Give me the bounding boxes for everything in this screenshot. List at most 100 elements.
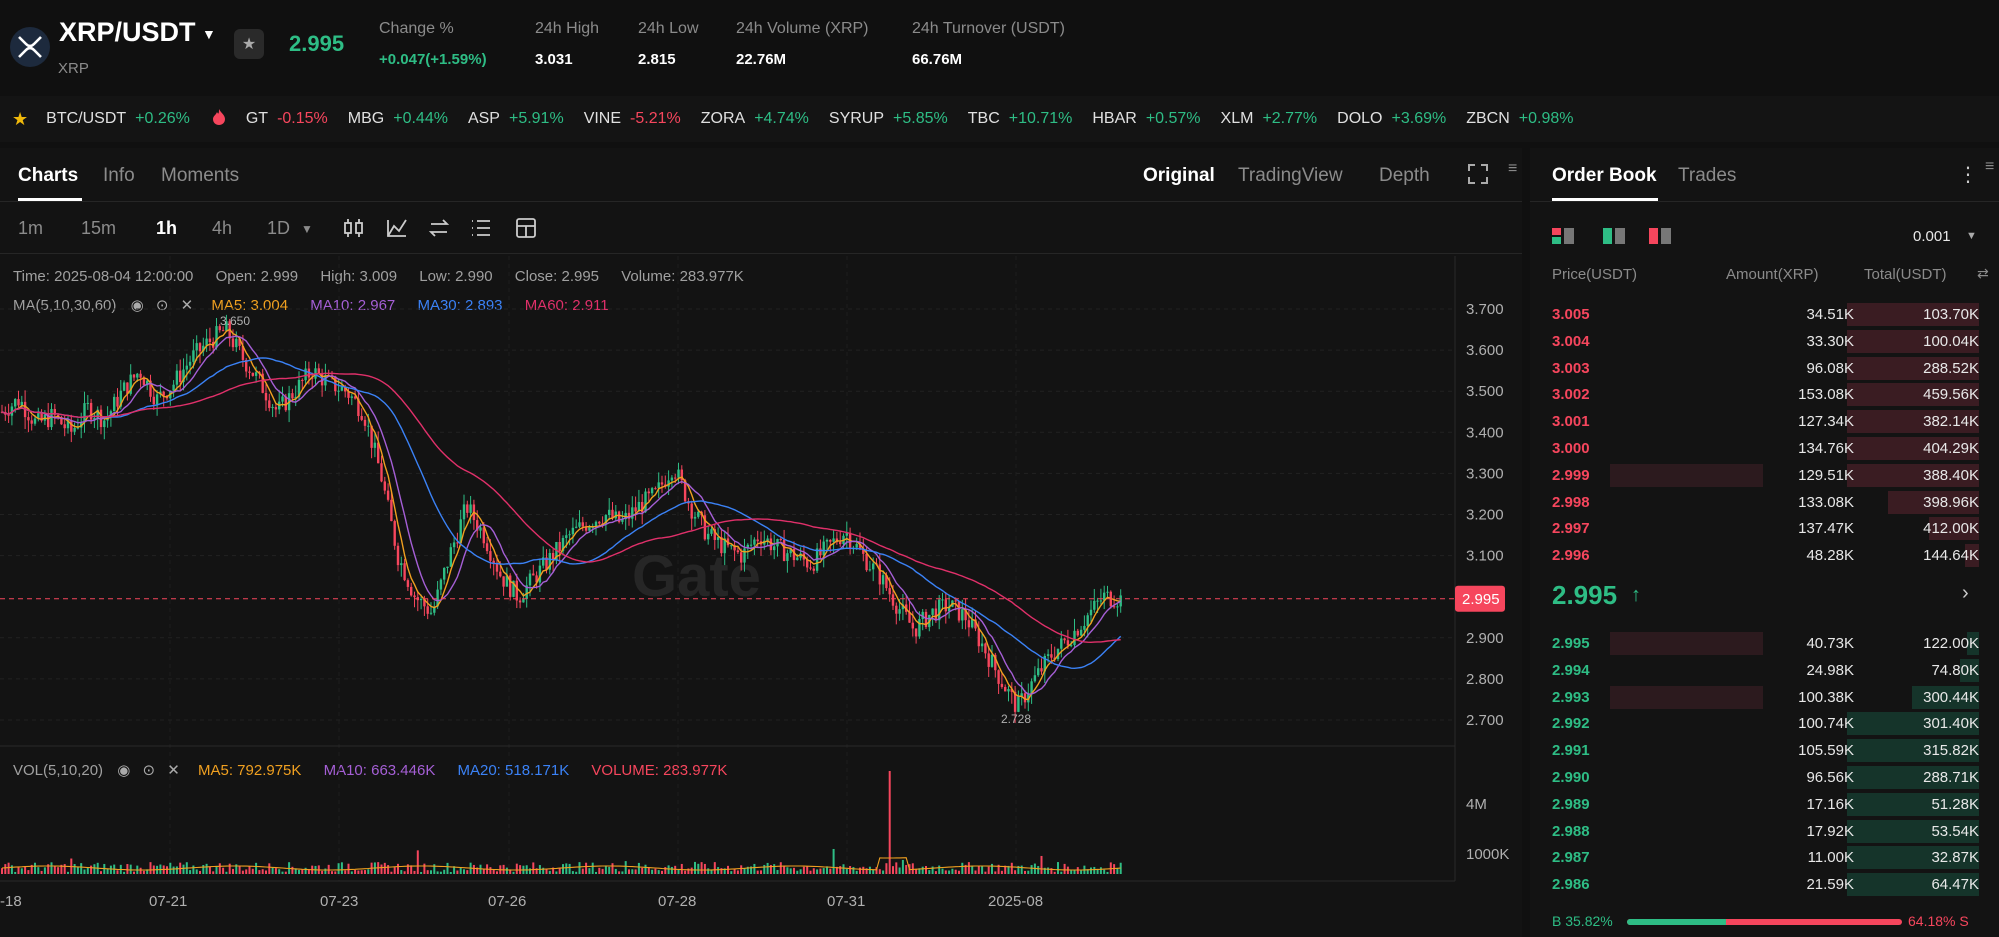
candle-body bbox=[185, 365, 188, 370]
caret-down-icon[interactable]: ▼ bbox=[301, 222, 313, 236]
timeframe-15m[interactable]: 15m bbox=[81, 218, 117, 238]
close-icon[interactable]: ✕ bbox=[167, 762, 180, 779]
volume-bar bbox=[90, 865, 93, 874]
view-tradingview[interactable]: TradingView bbox=[1238, 165, 1343, 186]
volume-bar bbox=[27, 870, 30, 874]
view-original[interactable]: Original bbox=[1143, 165, 1215, 186]
volume-bar bbox=[730, 871, 733, 874]
timeframe-1m[interactable]: 1m bbox=[18, 218, 44, 238]
bid-row[interactable]: 2.987 11.00K 32.87K bbox=[1530, 844, 1999, 870]
candle-style-icon[interactable] bbox=[342, 216, 366, 240]
ticker-item[interactable]: HBAR +0.57% bbox=[1092, 110, 1200, 128]
eye-icon[interactable]: ◉ bbox=[117, 762, 131, 779]
volume-bar bbox=[241, 870, 244, 874]
tab-order-book[interactable]: Order Book bbox=[1552, 165, 1657, 186]
caret-down-icon[interactable]: ▼ bbox=[202, 26, 216, 42]
bid-row[interactable]: 2.992 100.74K 301.40K bbox=[1530, 710, 1999, 736]
chevron-right-icon[interactable]: › bbox=[1962, 582, 1969, 604]
fullscreen-icon[interactable] bbox=[1467, 163, 1489, 190]
vol-ma5-value: MA5: 792.975K bbox=[198, 762, 302, 779]
eye-icon[interactable]: ◉ bbox=[130, 297, 144, 314]
bid-row[interactable]: 2.990 96.56K 288.71K bbox=[1530, 764, 1999, 790]
bid-row[interactable]: 2.993 100.38K 300.44K bbox=[1530, 684, 1999, 710]
timeframe-4h[interactable]: 4h bbox=[212, 218, 233, 238]
row-amount: 96.08K bbox=[1806, 359, 1854, 377]
ticker-item[interactable]: ZBCN +0.98% bbox=[1466, 110, 1573, 128]
bid-row[interactable]: 2.986 21.59K 64.47K bbox=[1530, 871, 1999, 897]
settings-icon[interactable]: ⊙ bbox=[155, 297, 169, 314]
row-amount: 11.00K bbox=[1807, 849, 1854, 867]
volume-bar bbox=[367, 869, 370, 874]
ask-row[interactable]: 3.000 134.76K 404.29K bbox=[1530, 435, 1999, 461]
caret-down-icon[interactable]: ▼ bbox=[1966, 230, 1977, 242]
ask-row[interactable]: 3.004 33.30K 100.04K bbox=[1530, 328, 1999, 354]
template-icon[interactable] bbox=[514, 216, 538, 240]
ask-row[interactable]: 2.997 137.47K 412.00K bbox=[1530, 515, 1999, 541]
price-chart[interactable]: 3.700 3.600 3.500 3.400 3.300 3.200 3.100 2.900… bbox=[0, 256, 1522, 937]
volume-bar bbox=[581, 868, 584, 874]
ticker-item[interactable]: VINE -5.21% bbox=[584, 110, 681, 128]
panel-menu-icon[interactable]: ≡ bbox=[1985, 158, 1995, 175]
ticker-item[interactable]: XLM +2.77% bbox=[1221, 110, 1318, 128]
timeframe-1d[interactable]: 1D bbox=[267, 218, 291, 238]
volume-bar bbox=[251, 868, 254, 874]
compare-icon[interactable] bbox=[427, 216, 451, 240]
volume-bar bbox=[298, 869, 300, 874]
depth-bar bbox=[1847, 356, 1979, 380]
ask-row[interactable]: 3.002 153.08K 459.56K bbox=[1530, 381, 1999, 407]
bid-row[interactable]: 2.989 17.16K 51.28K bbox=[1530, 791, 1999, 817]
view-both-icon[interactable] bbox=[1552, 226, 1576, 251]
ticker-item[interactable]: GT -0.15% bbox=[246, 110, 328, 128]
ask-row[interactable]: 2.999 129.51K 388.40K bbox=[1530, 462, 1999, 488]
candle-body bbox=[205, 338, 208, 346]
volume-bar bbox=[1020, 865, 1023, 874]
ticker-change: +0.57% bbox=[1145, 110, 1201, 127]
ask-row[interactable]: 3.001 127.34K 382.14K bbox=[1530, 408, 1999, 434]
ticker-item[interactable]: ZORA +4.74% bbox=[701, 110, 809, 128]
view-asks-icon[interactable] bbox=[1649, 226, 1673, 251]
candle-body bbox=[845, 532, 848, 536]
ask-row[interactable]: 3.003 96.08K 288.52K bbox=[1530, 355, 1999, 381]
ask-row[interactable]: 2.998 133.08K 398.96K bbox=[1530, 489, 1999, 515]
more-vertical-icon[interactable]: ⋮ bbox=[1958, 164, 1978, 186]
ticker-item[interactable]: SYRUP +5.85% bbox=[829, 110, 948, 128]
ask-row[interactable]: 2.996 48.28K 144.64K bbox=[1530, 542, 1999, 568]
timeframe-1h[interactable]: 1h bbox=[156, 218, 178, 238]
bid-row[interactable]: 2.988 17.92K 53.54K bbox=[1530, 818, 1999, 844]
bid-row[interactable]: 2.995 40.73K 122.00K bbox=[1530, 630, 1999, 656]
swap-icon[interactable]: ⇄ bbox=[1977, 265, 1989, 281]
bid-row[interactable]: 2.991 105.59K 315.82K bbox=[1530, 737, 1999, 763]
volume-bar bbox=[278, 869, 281, 874]
tab-info[interactable]: Info bbox=[103, 165, 135, 186]
volume-bar bbox=[971, 866, 974, 874]
ask-row[interactable]: 3.005 34.51K 103.70K bbox=[1530, 301, 1999, 327]
volume-bar bbox=[57, 867, 60, 874]
view-depth[interactable]: Depth bbox=[1379, 165, 1430, 186]
candle-body bbox=[753, 539, 756, 545]
panel-menu-icon[interactable]: ≡ bbox=[1508, 160, 1518, 177]
ticker-item[interactable]: DOLO +3.69% bbox=[1337, 110, 1446, 128]
tab-moments[interactable]: Moments bbox=[161, 165, 240, 186]
ticker-item[interactable]: BTC/USDT +0.26% bbox=[46, 110, 190, 128]
candle-body bbox=[122, 382, 126, 391]
indicators-icon[interactable] bbox=[385, 216, 409, 240]
candle-body bbox=[1106, 591, 1109, 593]
list-settings-icon[interactable] bbox=[469, 216, 493, 240]
tab-trades[interactable]: Trades bbox=[1678, 165, 1737, 186]
view-bids-icon[interactable] bbox=[1603, 226, 1627, 251]
favorite-star-button[interactable]: ★ bbox=[234, 29, 264, 59]
candle-body bbox=[568, 534, 571, 536]
volume-bar bbox=[1063, 863, 1066, 874]
volume-bar bbox=[304, 867, 307, 874]
close-icon[interactable]: ✕ bbox=[180, 297, 194, 314]
tab-charts[interactable]: Charts bbox=[18, 165, 79, 186]
pair-name[interactable]: XRP/USDT bbox=[59, 17, 196, 47]
ticker-item[interactable]: TBC +10.71% bbox=[968, 110, 1073, 128]
favorites-star-icon[interactable]: ★ bbox=[12, 108, 29, 129]
precision-select[interactable]: 0.001 bbox=[1913, 228, 1951, 245]
volume-bar bbox=[327, 864, 330, 874]
ticker-item[interactable]: MBG +0.44% bbox=[348, 110, 448, 128]
ticker-item[interactable]: ASP +5.91% bbox=[468, 110, 564, 128]
bid-row[interactable]: 2.994 24.98K 74.80K bbox=[1530, 657, 1999, 683]
settings-icon[interactable]: ⊙ bbox=[142, 762, 156, 779]
